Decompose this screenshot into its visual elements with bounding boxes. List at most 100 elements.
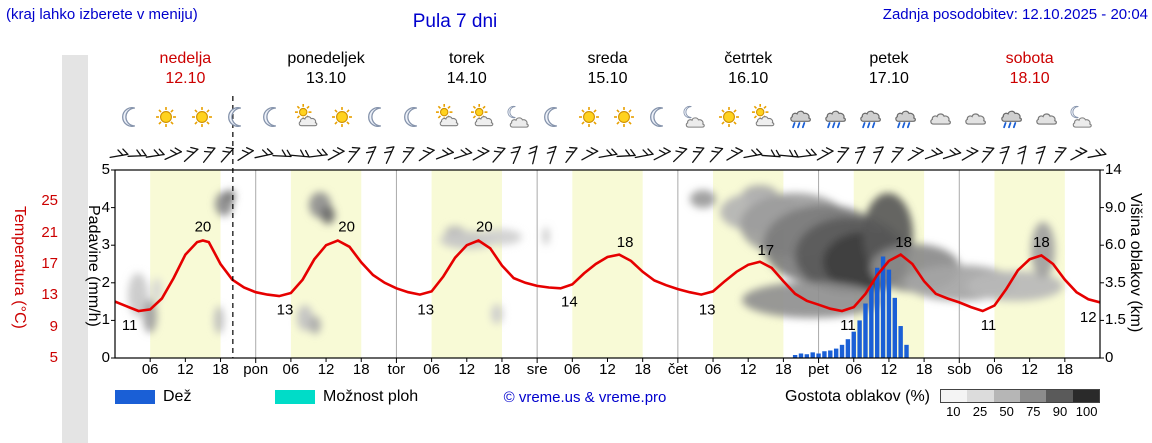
sun-icon bbox=[716, 104, 742, 130]
wind-barb bbox=[402, 146, 415, 164]
wind-barb bbox=[183, 146, 199, 163]
wind-barb bbox=[327, 147, 345, 161]
temperature-value-label: 20 bbox=[338, 219, 355, 236]
temperature-value-label: 13 bbox=[417, 301, 434, 318]
day-date: 14.10 bbox=[446, 70, 487, 87]
day-abbr-label: sob bbox=[947, 361, 972, 378]
wind-barb bbox=[237, 147, 254, 161]
temperature-value-label: 13 bbox=[699, 301, 716, 318]
x-tick-label: 06 bbox=[986, 361, 1003, 378]
x-tick-label: 12 bbox=[458, 361, 476, 378]
wind-barbs-row bbox=[109, 145, 1107, 165]
wind-barb bbox=[961, 147, 979, 161]
wind-barb bbox=[1070, 147, 1088, 161]
rain-legend-swatch bbox=[115, 390, 155, 404]
cloud-tick-label: 0 bbox=[1105, 349, 1114, 366]
rain-bar bbox=[892, 297, 897, 358]
wind-barb bbox=[472, 147, 490, 161]
x-tick-label: 06 bbox=[704, 361, 722, 378]
temperature-value-label: 20 bbox=[476, 219, 493, 236]
copyright[interactable]: © vreme.us & vreme.pro bbox=[503, 389, 667, 406]
rain-bar bbox=[904, 344, 909, 358]
rain-legend-label: Dež bbox=[163, 388, 192, 405]
wind-barb bbox=[797, 148, 817, 158]
wind-barb bbox=[145, 148, 165, 158]
day-header: petek 17.10 bbox=[819, 49, 960, 89]
day-abbr-label: tor bbox=[387, 361, 406, 378]
x-tick-label: 12 bbox=[739, 361, 757, 378]
rain-icon bbox=[787, 104, 813, 130]
x-tick-label: 18 bbox=[1056, 361, 1074, 378]
rain-icon bbox=[998, 104, 1024, 130]
cloud-density-blob bbox=[128, 273, 148, 317]
temperature-value-label: 17 bbox=[757, 242, 774, 259]
sun-icon bbox=[153, 104, 179, 130]
wind-barb bbox=[891, 146, 904, 163]
cloud-density-gradient-cell bbox=[993, 390, 1020, 402]
sun-icon bbox=[611, 104, 637, 130]
rain-bar bbox=[810, 352, 815, 358]
x-tick-label: 06 bbox=[845, 361, 863, 378]
rain-bar bbox=[828, 350, 833, 358]
temperature-value-label: 11 bbox=[122, 317, 138, 334]
x-tick-label: 12 bbox=[317, 361, 335, 378]
day-date: 16.10 bbox=[728, 70, 769, 87]
x-tick-label: 18 bbox=[915, 361, 933, 378]
sun-icon bbox=[576, 104, 602, 130]
x-tick-label: 06 bbox=[282, 361, 300, 378]
wind-barb bbox=[581, 147, 599, 161]
rain-bar bbox=[816, 353, 821, 358]
wind-barb bbox=[1087, 148, 1107, 159]
day-name: nedelja bbox=[159, 50, 212, 67]
day-abbr-label: čet bbox=[667, 361, 688, 378]
cloud-icon bbox=[1033, 104, 1059, 130]
cloud-tick-label: 14 bbox=[1105, 161, 1122, 178]
rain-bar bbox=[804, 354, 810, 358]
rain-bar bbox=[886, 269, 892, 358]
x-tick-label: 12 bbox=[177, 361, 194, 378]
cloud-density-gradient-cell bbox=[1072, 390, 1099, 402]
rain-bar bbox=[869, 284, 874, 358]
wind-barb bbox=[1054, 146, 1067, 163]
cloud-density-layer bbox=[128, 185, 1063, 334]
wind-barb bbox=[347, 146, 361, 163]
x-tick-label: 18 bbox=[212, 361, 229, 378]
left-gutter bbox=[62, 55, 88, 443]
day-abbr-label: pon bbox=[243, 361, 269, 378]
day-name: torek bbox=[448, 50, 485, 67]
wind-barb bbox=[254, 148, 274, 159]
x-tick-label: 06 bbox=[141, 361, 159, 378]
temp-tick-label: 9 bbox=[49, 317, 58, 335]
cloud-density-gradient-label: 50 bbox=[999, 404, 1014, 419]
cloud-axis-label: Višina oblakov (km) bbox=[1127, 193, 1144, 333]
x-tick-label: 18 bbox=[775, 361, 792, 378]
rain-bar bbox=[845, 339, 851, 358]
partly-icon bbox=[435, 103, 461, 130]
cloud-density-blob bbox=[543, 227, 549, 245]
cloud-density-blob bbox=[690, 190, 716, 208]
cloud-density-blob bbox=[152, 278, 162, 302]
wind-barb bbox=[290, 149, 310, 158]
rain-icon bbox=[822, 104, 848, 130]
cloud-density-blob bbox=[309, 316, 321, 334]
temperature-value-label: 18 bbox=[1033, 234, 1050, 251]
wind-barb bbox=[981, 146, 995, 163]
day-date: 18.10 bbox=[1009, 70, 1050, 87]
wind-barb bbox=[220, 146, 235, 163]
wind-barb bbox=[873, 146, 884, 164]
moon-icon bbox=[224, 104, 250, 130]
daytime-band bbox=[431, 170, 502, 358]
day-name: sobota bbox=[1005, 50, 1054, 67]
wind-barb bbox=[634, 148, 654, 159]
location-hint: (kraj lahko izberete v meniju) bbox=[6, 6, 198, 23]
cloud-density-legend-label: Gostota oblakov (%) bbox=[785, 388, 930, 405]
wind-barb bbox=[743, 148, 763, 159]
rain-bar bbox=[863, 303, 868, 358]
cloud-density-gradient bbox=[940, 389, 1100, 403]
wind-barb bbox=[761, 149, 781, 158]
temperature-value-label: 20 bbox=[195, 219, 212, 236]
day-header: sobota 18.10 bbox=[959, 49, 1100, 89]
wind-barb bbox=[202, 146, 216, 163]
rain-bar bbox=[898, 326, 903, 358]
wind-barb bbox=[272, 149, 292, 158]
